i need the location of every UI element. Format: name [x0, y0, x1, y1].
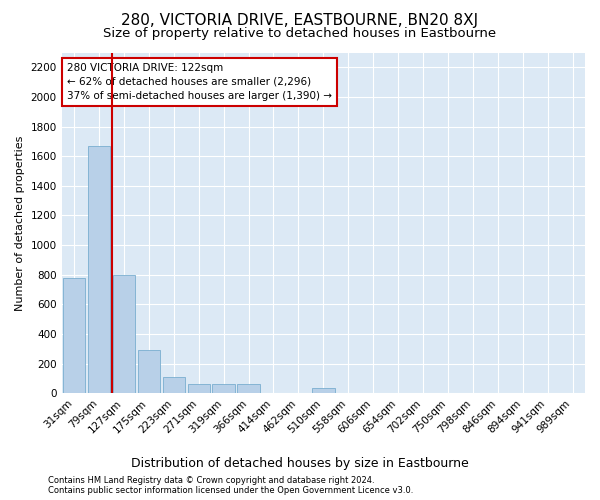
- Bar: [88, 146, 110, 394]
- Bar: [163, 377, 185, 394]
- Bar: [212, 384, 235, 394]
- Text: Size of property relative to detached houses in Eastbourne: Size of property relative to detached ho…: [103, 28, 497, 40]
- Text: Contains HM Land Registry data © Crown copyright and database right 2024.: Contains HM Land Registry data © Crown c…: [48, 476, 374, 485]
- Bar: [312, 388, 335, 394]
- Text: 280 VICTORIA DRIVE: 122sqm
← 62% of detached houses are smaller (2,296)
37% of s: 280 VICTORIA DRIVE: 122sqm ← 62% of deta…: [67, 62, 332, 100]
- Text: Contains public sector information licensed under the Open Government Licence v3: Contains public sector information licen…: [48, 486, 413, 495]
- Text: Distribution of detached houses by size in Eastbourne: Distribution of detached houses by size …: [131, 458, 469, 470]
- Text: 280, VICTORIA DRIVE, EASTBOURNE, BN20 8XJ: 280, VICTORIA DRIVE, EASTBOURNE, BN20 8X…: [121, 12, 479, 28]
- Bar: [238, 384, 260, 394]
- Bar: [113, 274, 135, 394]
- Y-axis label: Number of detached properties: Number of detached properties: [15, 135, 25, 310]
- Bar: [188, 384, 210, 394]
- Bar: [63, 278, 85, 394]
- Bar: [137, 350, 160, 394]
